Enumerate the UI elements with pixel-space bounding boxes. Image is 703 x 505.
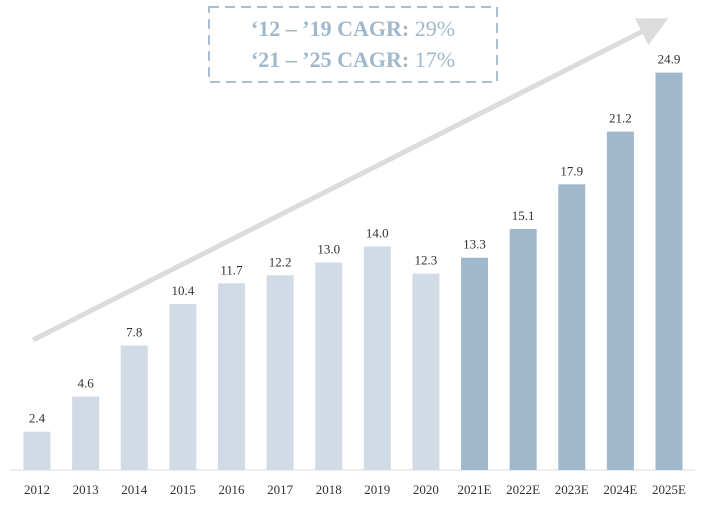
annotation-value: 29% <box>415 16 455 41</box>
bar <box>558 184 586 471</box>
x-tick-label: 2013 <box>73 482 99 497</box>
x-tick-label: 2015 <box>170 482 196 497</box>
value-label: 14.0 <box>366 226 389 241</box>
bar <box>412 273 440 470</box>
x-tick-label: 2023E <box>555 482 589 497</box>
bar <box>461 257 489 470</box>
trend-arrow <box>31 18 669 343</box>
x-tick-label: 2019 <box>364 482 390 497</box>
x-tick-label: 2025E <box>652 482 686 497</box>
annotation-value: 17% <box>415 47 455 72</box>
value-label: 4.6 <box>77 376 94 391</box>
value-label: 2.4 <box>29 411 46 426</box>
annotation-box <box>208 6 498 83</box>
bar <box>606 131 634 470</box>
bar <box>23 431 51 470</box>
annotation: ‘21 – ’25 CAGR: 17% <box>251 47 455 72</box>
x-tick-label: 2020 <box>413 482 439 497</box>
bar <box>266 275 294 470</box>
bar <box>315 262 343 470</box>
bar <box>72 396 100 470</box>
annotation: ‘12 – ’19 CAGR: 29% <box>251 16 455 41</box>
x-tick-label: 2014 <box>121 482 148 497</box>
x-tick-label: 2016 <box>218 482 245 497</box>
value-label: 21.2 <box>609 111 632 126</box>
value-label: 13.3 <box>463 237 486 252</box>
annotation-label: ‘12 – ’19 CAGR: <box>251 16 409 41</box>
bar <box>509 229 537 470</box>
bar <box>363 246 391 470</box>
value-label: 7.8 <box>126 324 142 339</box>
bar <box>217 283 245 470</box>
value-label: 13.0 <box>317 242 340 257</box>
value-label: 15.1 <box>512 208 535 223</box>
value-label: 24.9 <box>658 52 681 67</box>
value-label: 11.7 <box>220 262 243 277</box>
bar <box>120 345 148 470</box>
x-tick-label: 2024E <box>603 482 637 497</box>
value-label: 12.3 <box>415 253 438 268</box>
annotation-label: ‘21 – ’25 CAGR: <box>251 47 409 72</box>
value-label: 17.9 <box>560 163 583 178</box>
x-tick-label: 2021E <box>458 482 492 497</box>
x-tick-label: 2022E <box>506 482 540 497</box>
value-label: 10.4 <box>171 283 194 298</box>
x-tick-label: 2017 <box>267 482 294 497</box>
x-tick-label: 2012 <box>24 482 50 497</box>
value-label: 12.2 <box>269 254 292 269</box>
bar <box>655 72 683 470</box>
x-tick-label: 2018 <box>316 482 342 497</box>
bar <box>169 304 197 470</box>
